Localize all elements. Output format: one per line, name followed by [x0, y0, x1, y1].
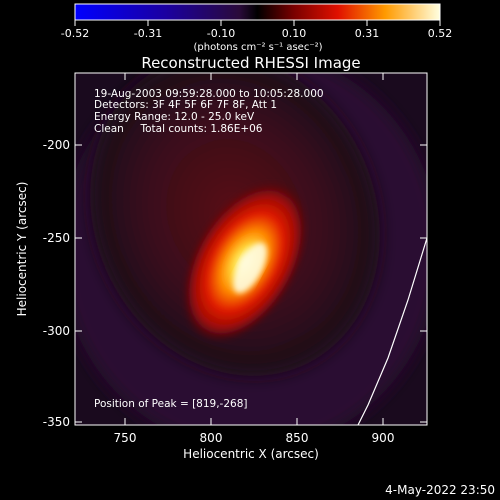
colorbar-tick-label: 0.10 — [282, 27, 307, 40]
colorbar-ticks — [74, 20, 441, 26]
colorbar-tick-label: 0.31 — [355, 27, 380, 40]
colorbar-tick-label: -0.31 — [134, 27, 162, 40]
colorbar: -0.52 -0.31 -0.10 0.10 0.31 0.52 (photon… — [61, 3, 453, 53]
x-axis-label: Heliocentric X (arcsec) — [183, 447, 319, 461]
colorbar-tick-label: 0.52 — [428, 27, 453, 40]
plot-title: Reconstructed RHESSI Image — [141, 54, 360, 72]
colorbar-unit: (photons cm⁻² s⁻¹ asec⁻²) — [193, 42, 322, 53]
footer-timestamp: 4-May-2022 23:50 — [385, 483, 495, 497]
peak-position: Position of Peak = [819,-268] — [94, 398, 248, 410]
x-tick-label: 800 — [200, 431, 223, 445]
flare-peak — [233, 242, 267, 294]
y-tick-label: -250 — [43, 231, 70, 245]
info-line: Detectors: 3F 4F 5F 6F 7F 8F, Att 1 — [94, 99, 277, 111]
y-axis-label: Heliocentric Y (arcsec) — [15, 182, 29, 317]
x-tick-label: 850 — [286, 431, 309, 445]
colorbar-tick-label: -0.10 — [207, 27, 235, 40]
y-tick-label: -300 — [43, 324, 70, 338]
image-area — [74, 72, 428, 426]
info-line: 19-Aug-2003 09:59:28.000 to 10:05:28.000 — [94, 88, 324, 100]
x-tick-label: 900 — [372, 431, 395, 445]
x-tick-label: 750 — [114, 431, 137, 445]
info-block: 19-Aug-2003 09:59:28.000 to 10:05:28.000… — [94, 88, 324, 135]
y-axis-ticks — [75, 144, 427, 423]
info-line: Clean Total counts: 1.86E+06 — [94, 123, 263, 135]
x-axis-ticks — [124, 73, 384, 425]
colorbar-gradient — [74, 3, 441, 21]
y-tick-label: -200 — [43, 138, 70, 152]
y-tick-label: -350 — [43, 415, 70, 429]
solar-limb-line — [357, 237, 427, 425]
info-line: Energy Range: 12.0 - 25.0 keV — [94, 111, 255, 123]
plot-frame — [74, 72, 428, 426]
colorbar-tick-label: -0.52 — [61, 27, 89, 40]
